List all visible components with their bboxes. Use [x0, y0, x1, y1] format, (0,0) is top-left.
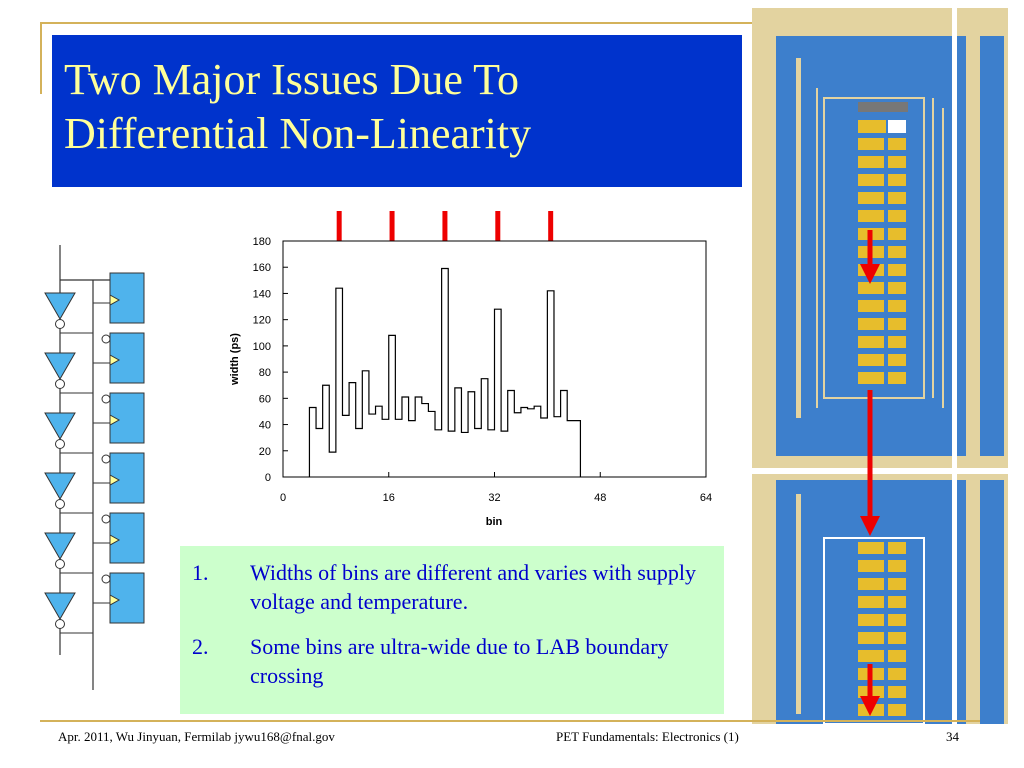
y-tick-label: 100: [253, 341, 271, 353]
y-tick-label: 80: [259, 367, 271, 379]
y-tick-label: 0: [265, 472, 271, 484]
x-tick-label: 48: [594, 492, 606, 504]
delay-stage: [44, 392, 145, 464]
x-tick-label: 0: [280, 492, 286, 504]
top-rule: [40, 22, 760, 24]
delay-stage: [44, 572, 145, 634]
x-tick-label: 64: [700, 492, 712, 504]
y-tick-label: 180: [253, 236, 271, 248]
note-text: Widths of bins are different and varies …: [250, 560, 696, 614]
y-tick-label: 120: [253, 315, 271, 327]
y-axis-label: width (ps): [229, 333, 241, 386]
x-axis-label: bin: [486, 516, 503, 528]
note-text: Some bins are ultra-wide due to LAB boun…: [250, 634, 669, 688]
y-tick-label: 40: [259, 420, 271, 432]
left-rule: [40, 22, 42, 94]
dnl-chart: 0 20 40 60 80 100 120 140 160 180 0 16 32 48 64 bin w…: [229, 236, 712, 528]
x-tick-label: 16: [383, 492, 395, 504]
x-tick-label: 32: [488, 492, 500, 504]
note-number: 1.: [192, 560, 209, 585]
page-number: 34: [946, 729, 959, 744]
delay-stage: [44, 332, 145, 404]
footer-course: PET Fundamentals: Electronics (1): [556, 729, 739, 744]
delay-line-schematic: [44, 245, 145, 690]
note-number: 2.: [192, 634, 209, 659]
fpga-layout-image: [752, 8, 1008, 724]
delay-stage: [44, 272, 145, 344]
y-tick-label: 140: [253, 288, 271, 300]
bin-width-series: [308, 267, 582, 477]
delay-stage: [44, 512, 145, 584]
slide-title: Two Major Issues Due To Differential Non…: [64, 55, 532, 158]
y-tick-label: 60: [259, 393, 271, 405]
notes-box: 1. Widths of bins are different and vari…: [180, 546, 724, 714]
footer-rule: [40, 720, 980, 722]
y-tick-label: 160: [253, 262, 271, 274]
footer-author: Apr. 2011, Wu Jinyuan, Fermilab jywu168@…: [58, 729, 335, 744]
y-tick-label: 20: [259, 446, 271, 458]
title-banner: Two Major Issues Due To Differential Non…: [52, 35, 742, 187]
